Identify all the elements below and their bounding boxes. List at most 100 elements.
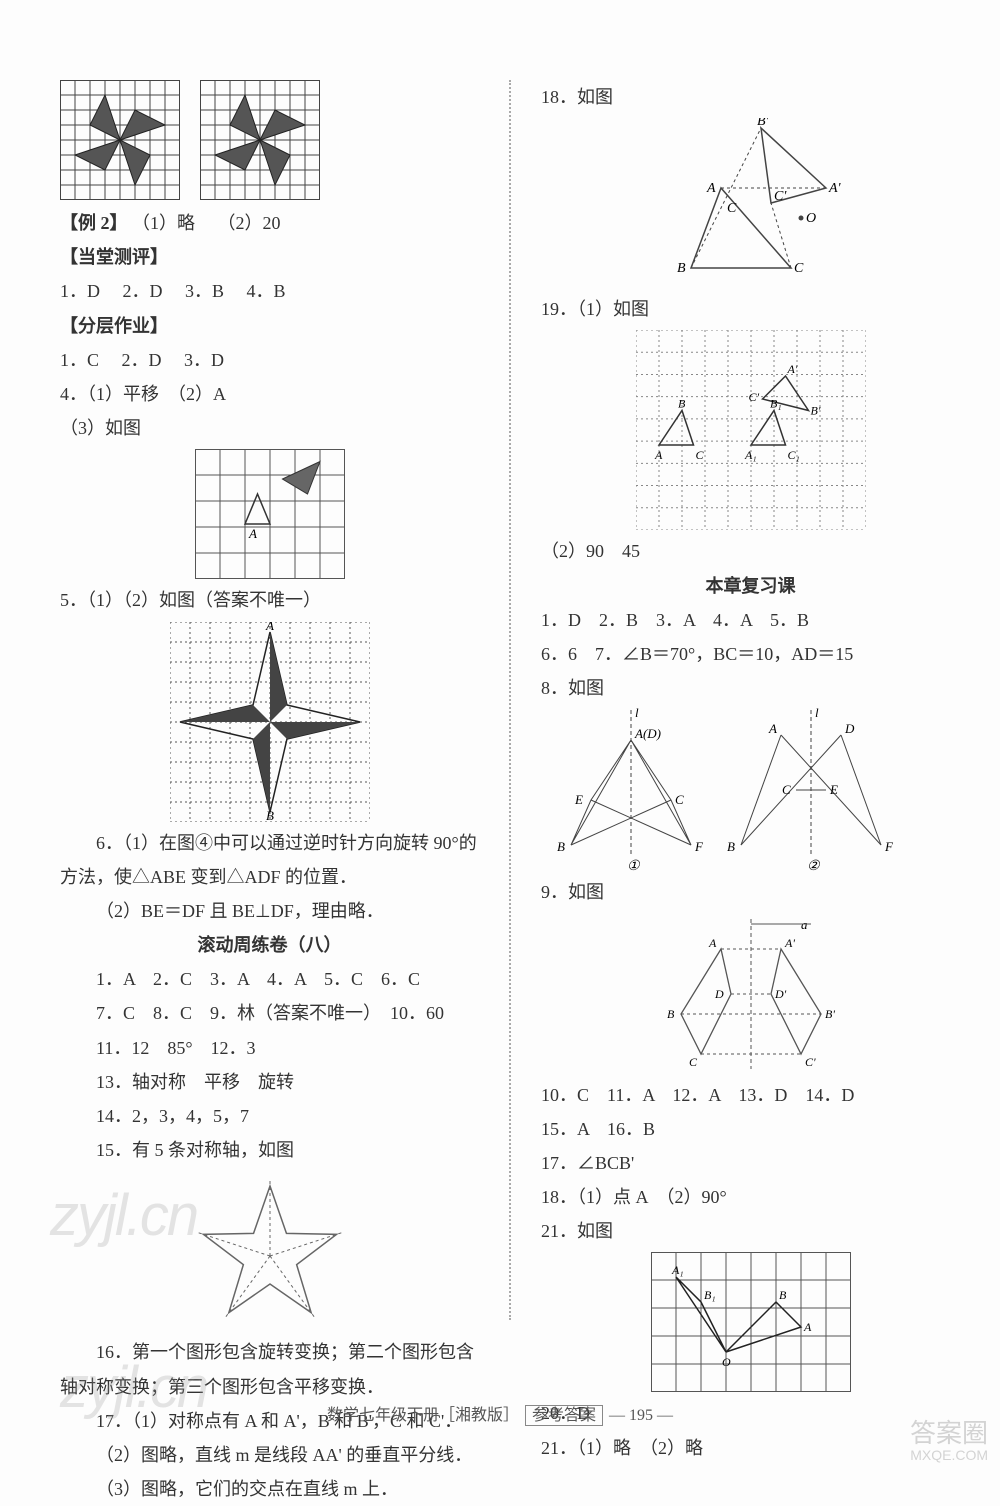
fig-9: aAA'DD'BB'CC'	[641, 914, 861, 1074]
svg-text:C: C	[782, 782, 791, 797]
svg-text:C': C'	[774, 189, 787, 204]
q21b: 21．（1）略 （2）略	[541, 1431, 960, 1465]
svg-text:A: A	[768, 721, 777, 736]
hw-line1: 1．C 2．D 3．D	[60, 343, 479, 377]
fig-windmills	[60, 80, 479, 200]
fig-21: O A B A₁ B₁	[651, 1252, 851, 1392]
q6a: 6．（1）在图④中可以通过逆时针方向旋转 90°的	[60, 826, 479, 860]
corner-watermark: 答案圈 MXQE.COM	[910, 1419, 988, 1463]
heading-test: 【当堂测评】	[60, 240, 479, 274]
footer-label: 参考答案	[525, 1405, 603, 1426]
r2: 7．C 8．C 9．林（答案不唯一） 10．60	[60, 996, 479, 1030]
rv21: 21．如图	[541, 1214, 960, 1248]
svg-text:②: ②	[807, 859, 821, 874]
svg-text:O: O	[722, 1355, 731, 1369]
fig-q4: A	[195, 449, 345, 579]
svg-text:A': A'	[786, 362, 797, 376]
svg-text:D: D	[714, 987, 724, 1001]
svg-text:B: B	[667, 1007, 675, 1021]
r1: 1．A 2．C 3．A 4．A 5．C 6．C	[60, 962, 479, 996]
svg-text:E: E	[829, 782, 838, 797]
right-column: 18．如图 B'A'ACC'OBC 19．（1）如图 ABCA₁B₁C₁A'B'…	[516, 80, 960, 1320]
svg-text:B: B	[266, 808, 274, 822]
svg-text:B: B	[557, 839, 565, 854]
q5: 5．（1）（2）如图（答案不唯一）	[60, 583, 479, 617]
svg-text:B₁: B₁	[704, 1288, 716, 1302]
grid-windmill-1	[60, 80, 180, 200]
heading-homework: 【分层作业】	[60, 309, 479, 343]
svg-text:D: D	[844, 721, 855, 736]
fig-star4: AB	[170, 622, 370, 822]
svg-text:F: F	[884, 839, 894, 854]
r4: 13．轴对称 平移 旋转	[60, 1065, 479, 1099]
svg-text:C': C'	[805, 1055, 816, 1069]
svg-text:l: l	[635, 705, 639, 720]
svg-text:C₁: C₁	[787, 448, 799, 462]
svg-text:A: A	[654, 448, 663, 462]
svg-text:C': C'	[748, 390, 759, 404]
rv1: 1．D 2．B 3．A 4．A 5．B	[541, 603, 960, 637]
fig-8: l A(D) E C B F ① l A D C E B F ②	[541, 705, 901, 875]
rv15: 15．A 16．B	[541, 1112, 960, 1146]
left-column: 【例 2】 （1）略 （2）20 【当堂测评】 1．D 2．D 3．B 4．B …	[60, 80, 504, 1320]
svg-text:A(D): A(D)	[634, 726, 661, 741]
rv17: 17．∠BCB'	[541, 1146, 960, 1180]
p17b: （2）图略，直线 m 是线段 AA' 的垂直平分线．	[60, 1438, 479, 1472]
svg-text:E: E	[574, 792, 583, 807]
hw-line2: 4．（1）平移 （2）A	[60, 377, 479, 411]
svg-text:A: A	[265, 622, 274, 633]
example-2: 【例 2】 （1）略 （2）20	[60, 206, 479, 240]
svg-text:F: F	[694, 839, 704, 854]
svg-text:①: ①	[627, 859, 641, 874]
fig-18: B'A'ACC'OBC	[651, 118, 851, 288]
q19: 19．（1）如图	[541, 292, 960, 326]
rv18: 18．（1）点 A （2）90°	[541, 1180, 960, 1214]
page-footer: 数学七年级下册［湘教版］ 参考答案 — 195 —	[0, 1401, 1000, 1431]
svg-text:A: A	[708, 936, 717, 950]
svg-text:A': A'	[784, 936, 795, 950]
watermark-1: zyjl.cn	[50, 1161, 197, 1271]
svg-text:B: B	[727, 839, 735, 854]
grid-windmill-2	[200, 80, 320, 200]
hw-line3: （3）如图	[60, 411, 479, 445]
svg-text:B₁: B₁	[770, 397, 782, 411]
svg-text:B: B	[779, 1288, 787, 1302]
review-title: 本章复习课	[541, 569, 960, 603]
svg-text:A₁: A₁	[744, 448, 757, 462]
rv10: 10．C 11．A 12．A 13．D 14．D	[541, 1078, 960, 1112]
svg-text:C: C	[794, 261, 804, 276]
r5: 14．2，3，4，5，7	[60, 1099, 479, 1133]
rv3: 8．如图	[541, 671, 960, 705]
column-divider	[509, 80, 511, 1320]
q18: 18．如图	[541, 80, 960, 114]
svg-text:A': A'	[828, 181, 842, 196]
fig-19: A B C A₁ B₁ C₁ A' B' C'	[636, 330, 866, 530]
svg-text:A₁: A₁	[671, 1263, 684, 1277]
svg-text:A: A	[706, 181, 716, 196]
svg-text:B': B'	[757, 118, 770, 129]
r3: 11．12 85° 12．3	[60, 1031, 479, 1065]
svg-text:C: C	[689, 1055, 698, 1069]
svg-text:B': B'	[825, 1007, 835, 1021]
p17c: （3）图略，它们的交点在直线 m 上．	[60, 1472, 479, 1506]
svg-text:C: C	[675, 792, 684, 807]
footer-subject: 数学七年级下册［湘教版］	[327, 1407, 519, 1424]
svg-text:A: A	[803, 1320, 812, 1334]
svg-text:C: C	[727, 201, 737, 216]
q6b: 方法，使△ABE 变到△ADF 的位置．	[60, 860, 479, 894]
example-2-label: 【例 2】	[60, 213, 128, 233]
svg-text:l: l	[815, 705, 819, 720]
q19b: （2）90 45	[541, 534, 960, 568]
test-answers: 1．D 2．D 3．B 4．B	[60, 274, 479, 308]
svg-text:B': B'	[810, 404, 820, 418]
svg-text:D': D'	[774, 987, 787, 1001]
svg-text:C: C	[695, 448, 704, 462]
svg-text:B: B	[678, 397, 686, 411]
r6: 15．有 5 条对称轴，如图	[60, 1133, 479, 1167]
fig-star5	[185, 1171, 355, 1331]
footer-page: — 195 —	[609, 1407, 673, 1424]
svg-text:A: A	[248, 526, 257, 541]
q6c: （2）BE＝DF 且 BE⊥DF，理由略．	[60, 894, 479, 928]
svg-text:B: B	[677, 261, 686, 276]
p16: 16．第一个图形包含旋转变换；第二个图形包含轴对称变换；第三个图形包含平移变换．	[60, 1335, 479, 1403]
